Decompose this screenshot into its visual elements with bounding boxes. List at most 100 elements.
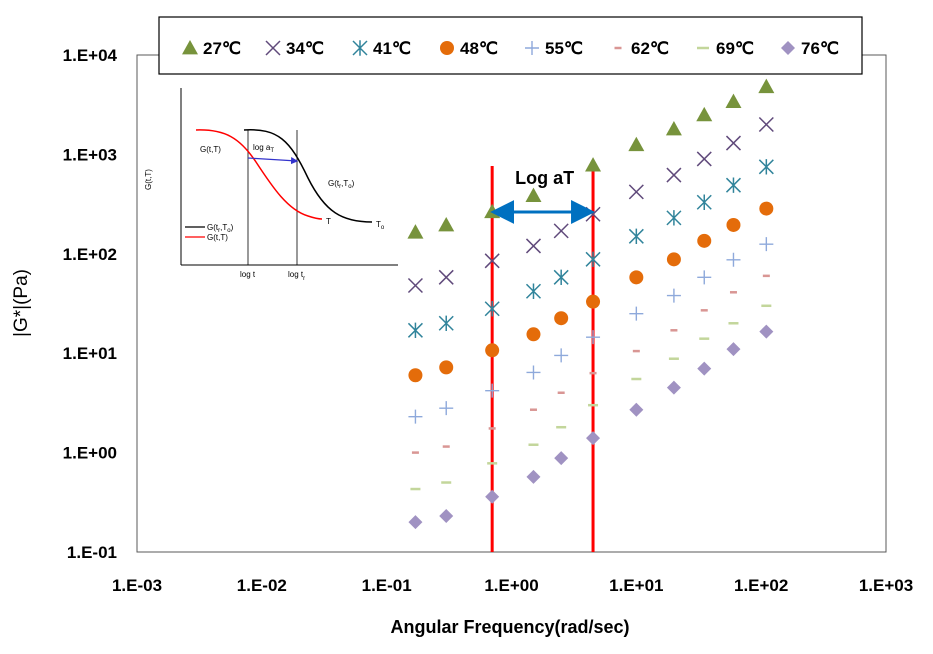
legend-label: 27℃ [203,39,241,58]
legend-label: 55℃ [545,39,583,58]
data-point [759,201,774,216]
data-points [407,78,775,530]
y-tick-label: 1.E+04 [63,46,118,65]
data-point [525,283,542,299]
data-point [725,177,742,193]
log-at-label: Log aT [515,168,574,188]
data-point [666,167,682,183]
y-tick-label: 1.E+03 [63,145,117,164]
data-point [666,210,682,226]
x-tick-label: 1.E-01 [362,576,412,595]
inset-shift-arrow [247,157,299,165]
data-point [697,270,712,285]
data-point [629,306,644,321]
legend: 27℃ 34℃ 41℃ 48℃ 55℃ 62℃ 69℃ 76℃ [182,39,839,58]
data-point [485,383,500,398]
data-point [666,288,681,303]
data-point [696,194,712,210]
series-points [407,78,775,239]
data-point [696,151,712,167]
series-points [407,116,774,294]
inset-legend-label-red: G(t,T) [207,233,228,242]
data-point [665,121,682,136]
data-point [554,348,569,363]
y-tick-label: 1.E+01 [63,344,117,363]
data-point [525,238,542,254]
data-point [629,270,644,285]
data-point [407,224,424,239]
data-point [485,343,500,358]
inset-label-gtt: G(t,T) [200,145,221,154]
legend-label: 41℃ [373,39,411,58]
data-point [696,106,713,122]
data-point [586,330,601,345]
legend-label: 76℃ [801,39,839,58]
data-point [553,269,569,286]
data-point [554,451,569,466]
data-point [726,217,741,232]
legend-label: 34℃ [286,39,324,58]
legend-label: 48℃ [460,39,498,58]
x-axis-ticks: 1.E-03 1.E-02 1.E-01 1.E+00 1.E+01 1.E+02 1.E+… [112,576,913,595]
data-point [697,361,712,376]
inset-curve-t [195,129,323,220]
inset-curve-reference [243,129,373,223]
data-point [585,251,601,268]
data-point [265,40,281,56]
data-point [352,40,368,56]
inset-xtick-log-tr: log tr [288,270,305,282]
data-point [525,187,542,203]
inset-xtick-log-t: log t [240,270,256,279]
data-point [407,322,423,338]
reference-lines [490,166,595,552]
series-points [411,274,770,454]
data-point [666,380,681,395]
data-point [759,237,774,252]
y-tick-label: 1.E+00 [63,444,117,463]
inset-end-label-to: To [376,220,385,231]
legend-label: 62℃ [631,39,669,58]
legend-box [158,16,863,75]
data-point [553,223,569,239]
data-point [758,78,775,94]
legend-label: 69℃ [716,39,754,58]
data-point [697,233,712,248]
data-point [725,135,742,151]
data-point [439,360,454,375]
x-tick-label: 1.E-03 [112,576,162,595]
data-point [628,136,645,152]
data-point [525,41,539,55]
data-point [485,489,500,504]
data-point [439,509,454,524]
data-point [585,157,602,172]
data-point [554,311,569,326]
data-point [439,401,454,416]
data-point [526,469,541,484]
data-point [182,40,198,55]
data-point [484,253,500,269]
series-points [408,237,774,424]
x-tick-label: 1.E+02 [734,576,788,595]
x-axis-label: Angular Frequency(rad/sec) [390,617,629,637]
data-point [726,342,741,357]
data-point [438,269,454,285]
data-point [526,327,541,342]
y-axis-label: |G*|(Pa) [11,269,32,337]
data-point [440,41,454,55]
data-point [438,216,455,232]
data-point [726,252,741,267]
data-point [586,294,601,309]
data-point [759,324,774,339]
inset-diagram: G(t,T) G(t,T) log aT G(tr,To) T To log t… [144,88,398,282]
data-point [408,409,423,424]
inset-ylabel: G(t,T) [144,169,153,190]
data-point [758,159,774,175]
data-point [408,515,423,530]
y-tick-label: 1.E+02 [63,245,117,264]
inset-end-label-t: T [326,217,331,226]
data-point [628,228,644,244]
series-points [407,159,774,338]
y-axis-ticks: 1.E-01 1.E+00 1.E+01 1.E+02 1.E+03 1.E+04 [63,46,118,562]
log-at-annotation: Log aT [490,168,596,224]
